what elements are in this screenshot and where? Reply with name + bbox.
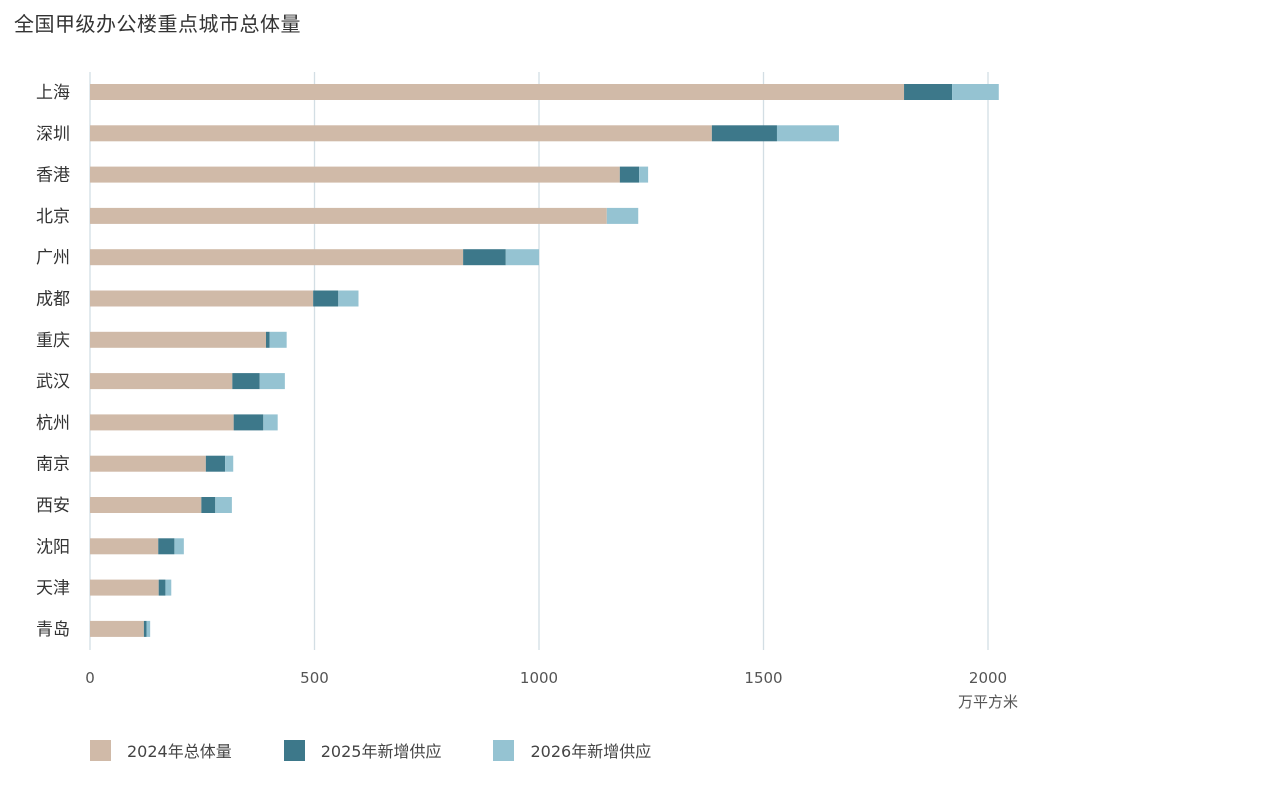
category-label: 天津 xyxy=(36,579,70,599)
x-axis-unit-label: 万平方米 xyxy=(958,693,1018,711)
bar-segment-series-1 xyxy=(233,414,264,431)
category-label: 重庆 xyxy=(36,331,70,351)
gridlines xyxy=(89,72,989,650)
x-tick-label: 0 xyxy=(85,669,95,687)
bar-segment-series-2 xyxy=(165,579,172,596)
bar-segment-series-1 xyxy=(143,620,147,637)
category-label: 武汉 xyxy=(36,372,70,392)
legend-item-2024: 2024年总体量 xyxy=(90,738,232,762)
bar-segment-series-1 xyxy=(313,290,339,307)
category-label: 上海 xyxy=(36,83,70,103)
bar-segment-series-2 xyxy=(259,373,285,390)
bar-segment-series-1 xyxy=(904,84,953,100)
x-tick-label: 1500 xyxy=(744,669,782,687)
bar-segment-series-0 xyxy=(90,249,464,266)
legend-swatch-2025 xyxy=(283,739,305,761)
bar-segment-series-0 xyxy=(90,166,620,183)
x-tick-labels: 0 500 1000 1500 2000 xyxy=(85,669,1007,687)
legend-item-2025: 2025年新增供应 xyxy=(283,738,442,762)
bar-segment-series-2 xyxy=(174,538,184,555)
x-tick-label: 2000 xyxy=(969,669,1007,687)
legend-item-2026: 2026年新增供应 xyxy=(493,738,651,762)
category-label: 深圳 xyxy=(36,124,70,144)
bar-segment-series-0 xyxy=(90,207,607,224)
category-label: 青岛 xyxy=(36,620,70,640)
legend-swatch-2024 xyxy=(90,739,111,761)
category-label: 西安 xyxy=(36,496,70,516)
legend-label-2025: 2025年新增供应 xyxy=(320,742,442,761)
legend-label-2024: 2024年总体量 xyxy=(127,742,232,761)
bars xyxy=(90,84,999,637)
bar-segment-series-0 xyxy=(90,84,905,100)
bar-segment-series-1 xyxy=(205,455,226,472)
bar-segment-series-1 xyxy=(463,249,506,266)
x-tick-label: 500 xyxy=(300,669,329,687)
category-label: 北京 xyxy=(36,207,70,227)
legend-label-2026: 2026年新增供应 xyxy=(530,742,652,761)
bar-segment-series-0 xyxy=(90,331,267,348)
bar-segment-series-1 xyxy=(158,538,175,555)
bar-segment-series-0 xyxy=(90,125,712,142)
bar-segment-series-2 xyxy=(215,497,232,513)
category-label: 成都 xyxy=(36,290,70,310)
bar-segment-series-1 xyxy=(266,331,270,348)
bar-segment-series-2 xyxy=(505,249,539,266)
bar-segment-series-1 xyxy=(711,125,777,142)
bar-segment-series-0 xyxy=(90,455,206,472)
x-tick-label: 1000 xyxy=(520,669,558,687)
bar-segment-series-2 xyxy=(639,166,649,183)
category-label: 南京 xyxy=(36,455,70,475)
bar-segment-series-1 xyxy=(232,373,260,390)
chart-title: 全国甲级办公楼重点城市总体量 xyxy=(14,12,301,36)
bar-segment-series-1 xyxy=(201,497,216,513)
bar-segment-series-2 xyxy=(263,414,278,431)
bar-segment-series-0 xyxy=(90,497,202,513)
bar-segment-series-2 xyxy=(952,84,999,100)
bar-segment-series-2 xyxy=(338,290,359,307)
bar-segment-series-1 xyxy=(619,166,640,183)
bar-segment-series-1 xyxy=(158,579,166,596)
legend: 2024年总体量 2025年新增供应 2026年新增供应 xyxy=(90,738,703,762)
bar-segment-series-0 xyxy=(90,579,159,596)
category-label: 广州 xyxy=(36,248,70,268)
category-label: 香港 xyxy=(36,166,70,186)
bar-segment-series-0 xyxy=(90,538,159,555)
bar-segment-series-0 xyxy=(90,414,234,431)
category-label: 杭州 xyxy=(36,413,70,433)
category-label: 沈阳 xyxy=(36,537,70,557)
bar-segment-series-2 xyxy=(269,331,287,348)
bar-segment-series-0 xyxy=(90,290,314,307)
bar-segment-series-0 xyxy=(90,620,144,637)
bar-segment-series-2 xyxy=(776,125,839,142)
legend-swatch-2026 xyxy=(493,739,515,761)
bar-segment-series-2 xyxy=(225,455,234,472)
bar-segment-series-0 xyxy=(90,373,233,390)
bar-segment-series-2 xyxy=(146,620,151,637)
bar-segment-series-2 xyxy=(606,207,639,224)
